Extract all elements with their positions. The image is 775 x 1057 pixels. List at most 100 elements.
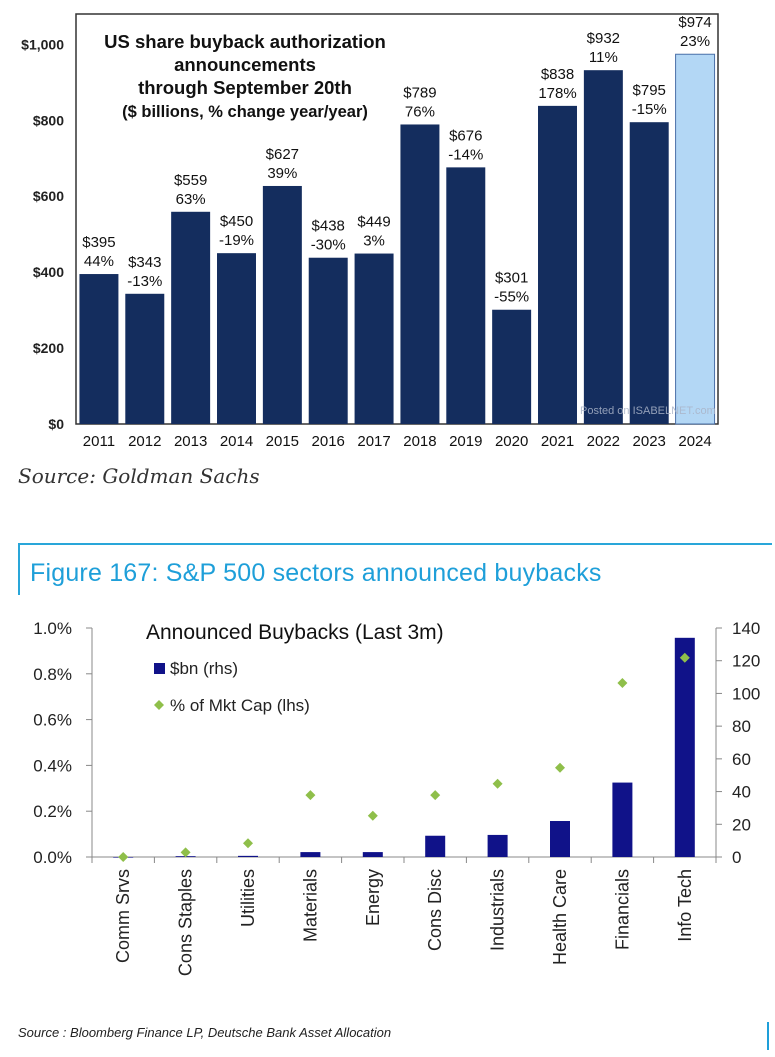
chart-title-line-1: US share buyback authorization: [104, 31, 386, 52]
watermark: Posted on ISABELNET.com: [580, 405, 716, 417]
bar-2011: [79, 274, 119, 424]
left-y-tick-label: 0.4%: [33, 756, 72, 775]
pct-change-label: -30%: [311, 237, 346, 254]
value-label: $932: [587, 30, 620, 47]
value-label: $343: [128, 254, 161, 271]
chart-title: Announced Buybacks (Last 3m): [146, 621, 444, 644]
x-tick-label: 2015: [266, 433, 299, 450]
right-y-tick-label: 40: [732, 783, 751, 802]
y-tick-label: $800: [33, 112, 64, 128]
legend: $bn (rhs) % of Mkt Cap (lhs): [154, 659, 310, 715]
pct-change-label: 44%: [84, 253, 114, 270]
value-label: $627: [266, 146, 299, 163]
x-tick-label: 2023: [633, 433, 666, 450]
x-tick-label: Materials: [300, 869, 320, 942]
pct-change-label: -14%: [448, 146, 483, 163]
x-tick-label: 2019: [449, 433, 482, 450]
chart-title-line-3: through September 20th: [138, 77, 352, 98]
y-tick-label: $200: [33, 340, 64, 356]
figure-title-frame: [18, 543, 772, 595]
pct-change-label: -19%: [219, 232, 254, 249]
bar-2014: [217, 253, 256, 424]
value-label: $789: [403, 84, 436, 101]
bar-utilities: [238, 855, 258, 857]
pct-change-label: -13%: [127, 273, 162, 290]
x-tick-label: Energy: [363, 869, 383, 926]
y-tick-label: $0: [48, 416, 64, 432]
value-label: $438: [312, 218, 345, 235]
value-label: $676: [449, 127, 482, 144]
right-y-tick-label: 140: [732, 619, 760, 638]
bar-2018: [400, 124, 440, 424]
x-tick-label: 2024: [678, 433, 711, 450]
value-label: $301: [495, 270, 528, 287]
chart-title-line-2: announcements: [174, 54, 316, 75]
bar-info-tech: [674, 637, 695, 857]
left-y-tick-label: 0.6%: [33, 711, 72, 730]
bar-2016: [308, 257, 348, 424]
bar-2015: [262, 185, 302, 424]
x-tick-label: 2018: [403, 433, 436, 450]
bar-2024: [675, 53, 716, 425]
diamond-financials: [617, 677, 628, 688]
pct-change-label: 178%: [538, 85, 576, 102]
x-tick-label: 2013: [174, 433, 207, 450]
right-y-tick-label: 60: [732, 750, 751, 769]
value-label: $449: [357, 214, 390, 231]
right-y-tick-label: 80: [732, 717, 751, 736]
right-y-tick-label: 0: [732, 848, 741, 867]
value-label: $559: [174, 172, 207, 189]
legend-bar-label: $bn (rhs): [170, 659, 238, 678]
legend-diamond-label: % of Mkt Cap (lhs): [170, 696, 310, 715]
right-accent-rule: [767, 1022, 769, 1050]
bar-materials: [300, 852, 321, 857]
value-label: $450: [220, 213, 253, 230]
left-y-tick-label: 0.8%: [33, 665, 72, 684]
diamond-energy: [367, 810, 378, 821]
legend-bar-swatch: [154, 663, 165, 674]
pct-change-label: -15%: [632, 101, 667, 118]
bar-2023: [629, 122, 669, 424]
left-y-tick-label: 0.2%: [33, 802, 72, 821]
figure-title: Figure 167: S&P 500 sectors announced bu…: [30, 559, 602, 587]
source-goldman: Source: Goldman Sachs: [18, 464, 260, 488]
pct-change-label: 23%: [680, 33, 710, 50]
bar-2020: [492, 309, 532, 424]
pct-change-label: 63%: [176, 191, 206, 208]
x-tick-label: 2012: [128, 433, 161, 450]
x-tick-label: Utilities: [238, 869, 258, 927]
buyback-authorization-chart: $0 $200 $400 $600 $800 $1,000 $395 44% $343 -13%…: [21, 13, 719, 450]
x-tick-label: 2011: [83, 433, 115, 450]
left-y-tick-label: 0.0%: [33, 848, 72, 867]
x-tick-label: Industrials: [488, 869, 508, 951]
y-tick-label: $400: [33, 264, 64, 280]
diamond-cons-staples: [180, 847, 191, 858]
bar-energy: [362, 852, 383, 857]
y-tick-label: $1,000: [21, 36, 64, 52]
diamond-utilities: [243, 838, 253, 849]
value-label: $838: [541, 66, 574, 83]
value-label: $974: [678, 14, 711, 31]
x-tick-label: Comm Srvs: [113, 869, 133, 963]
x-tick-label: 2020: [495, 433, 528, 450]
bar-2022: [583, 70, 623, 425]
diamond-info-tech: [679, 652, 690, 663]
y-tick-label: $600: [33, 188, 64, 204]
pct-change-label: 76%: [405, 103, 435, 120]
bar-2019: [446, 167, 486, 425]
bar-2017: [354, 253, 394, 424]
x-tick-label: Info Tech: [675, 869, 695, 942]
pct-change-label: 3%: [363, 233, 385, 250]
diamond-materials: [305, 790, 316, 801]
chart-title: US share buyback authorization announcem…: [104, 31, 386, 121]
value-label: $795: [633, 82, 666, 99]
diamond-industrials: [492, 778, 503, 789]
bar-health-care: [550, 821, 570, 857]
pct-change-label: 39%: [267, 165, 297, 182]
x-tick-label: Cons Staples: [176, 869, 196, 976]
x-tick-label: Financials: [612, 869, 632, 950]
sector-buybacks-chart: 0.0% 0.2% 0.4% 0.6% 0.8% 1.0% 0 20 40 60 80 100 120…: [33, 619, 760, 976]
source-bloomberg: Source : Bloomberg Finance LP, Deutsche …: [18, 1025, 392, 1040]
pct-change-label: -55%: [494, 289, 529, 306]
x-tick-label: 2017: [357, 433, 390, 450]
